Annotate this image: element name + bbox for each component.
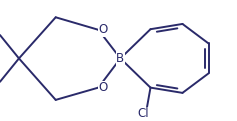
Text: O: O	[99, 81, 108, 94]
Text: B: B	[116, 52, 124, 65]
Text: O: O	[99, 23, 108, 36]
Text: Cl: Cl	[137, 107, 149, 120]
